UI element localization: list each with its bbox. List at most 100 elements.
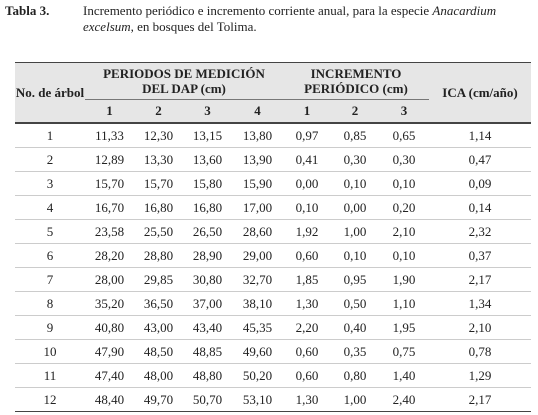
table-cell: 48,50: [134, 339, 183, 364]
table-cell: 1,00: [331, 387, 379, 412]
table-cell: 0,10: [283, 195, 331, 220]
table-cell: 0,30: [331, 147, 379, 172]
table-cell: 48,80: [183, 363, 232, 388]
table-cell: 1,85: [283, 267, 331, 292]
table-cell: 49,60: [232, 339, 283, 364]
table-cell: 15,90: [232, 171, 283, 196]
table-cell: 2,17: [429, 387, 531, 412]
table-cell: 0,50: [331, 291, 379, 316]
table-cell: 28,90: [183, 243, 232, 268]
table-row: 2 12,89 13,30 13,60 13,90 0,41 0,30 0,30 0,47: [15, 147, 531, 172]
table-cell: 1,34: [429, 291, 531, 316]
table-cell: 13,30: [134, 147, 183, 172]
table-cell: 4: [15, 195, 85, 220]
table-cell: 48,00: [134, 363, 183, 388]
table-cell: 0,35: [331, 339, 379, 364]
header-period-col: 2: [134, 99, 183, 124]
table-cell: 0,78: [429, 339, 531, 364]
header-increment-col: 1: [283, 99, 331, 124]
table-cell: 0,60: [283, 243, 331, 268]
table-row: 11 47,40 48,00 48,80 50,20 0,60 0,80 1,40 1,29: [15, 363, 531, 388]
table-cell: 12: [15, 387, 85, 412]
table-cell: 40,80: [85, 315, 134, 340]
table-cell: 0,20: [379, 195, 429, 220]
table-cell: 2,40: [379, 387, 429, 412]
table-cell: 16,70: [85, 195, 134, 220]
table-cell: 7: [15, 267, 85, 292]
table-cell: 16,80: [183, 195, 232, 220]
table-cell: 1,95: [379, 315, 429, 340]
header-increment-col: 3: [379, 99, 429, 124]
table-cell: 12,89: [85, 147, 134, 172]
table-cell: 2,32: [429, 219, 531, 244]
table-cell: 45,35: [232, 315, 283, 340]
table-cell: 9: [15, 315, 85, 340]
table-cell: 38,10: [232, 291, 283, 316]
table-cell: 13,90: [232, 147, 283, 172]
header-tree: No. de árbol: [15, 62, 85, 124]
table-row: 4 16,70 16,80 16,80 17,00 0,10 0,00 0,20 0,14: [15, 195, 531, 220]
table-cell: 47,40: [85, 363, 134, 388]
table-cell: 6: [15, 243, 85, 268]
table-cell: 43,40: [183, 315, 232, 340]
data-table: No. de árbol PERIODOS DE MEDICIÓN DEL DA…: [15, 62, 531, 412]
table-cell: 2,10: [429, 315, 531, 340]
table-cell: 1,10: [379, 291, 429, 316]
species-name: Anacardium excelsum: [83, 3, 497, 34]
table-cell: 25,50: [134, 219, 183, 244]
table-cell: 0,75: [379, 339, 429, 364]
table-cell: 29,85: [134, 267, 183, 292]
table-cell: 1,00: [331, 219, 379, 244]
table-cell: 50,70: [183, 387, 232, 412]
table-cell: 0,41: [283, 147, 331, 172]
table-row: 10 47,90 48,50 48,85 49,60 0,60 0,35 0,75 0,78: [15, 339, 531, 364]
table-cell: 37,00: [183, 291, 232, 316]
table-cell: 1: [15, 123, 85, 148]
table-cell: 0,10: [379, 243, 429, 268]
table-row: 1 11,33 12,30 13,15 13,80 0,97 0,85 0,65 1,14: [15, 123, 531, 148]
table-cell: 0,60: [283, 363, 331, 388]
header-increment-col: 2: [331, 99, 379, 124]
table-cell: 28,80: [134, 243, 183, 268]
caption-text-start: Incremento periódico e incremento corrie…: [83, 3, 430, 18]
table-cell: 13,60: [183, 147, 232, 172]
table-cell: 10: [15, 339, 85, 364]
table-cell: 30,80: [183, 267, 232, 292]
table-cell: 0,10: [331, 171, 379, 196]
header-increment: INCREMENTO PERIÓDICO (cm): [283, 62, 429, 100]
table-cell: 0,09: [429, 171, 531, 196]
table-cell: 2: [15, 147, 85, 172]
table-cell: 13,80: [232, 123, 283, 148]
table-cell: 15,70: [85, 171, 134, 196]
table-cell: 50,20: [232, 363, 283, 388]
table-cell: 13,15: [183, 123, 232, 148]
table-cell: 16,80: [134, 195, 183, 220]
table-cell: 1,29: [429, 363, 531, 388]
table-cell: 1,90: [379, 267, 429, 292]
table-row: 5 23,58 25,50 26,50 28,60 1,92 1,00 2,10 2,32: [15, 219, 531, 244]
table-cell: 0,10: [331, 243, 379, 268]
table-row: 9 40,80 43,00 43,40 45,35 2,20 0,40 1,95 2,10: [15, 315, 531, 340]
table-cell: 2,17: [429, 267, 531, 292]
table-row: 3 15,70 15,70 15,80 15,90 0,00 0,10 0,10 0,09: [15, 171, 531, 196]
table-cell: 26,50: [183, 219, 232, 244]
table-cell: 53,10: [232, 387, 283, 412]
table-cell: 8: [15, 291, 85, 316]
table-cell: 0,40: [331, 315, 379, 340]
table-cell: 1,40: [379, 363, 429, 388]
caption-text: Incremento periódico e incremento corrie…: [83, 3, 523, 35]
table-cell: 1,30: [283, 387, 331, 412]
table-cell: 0,00: [331, 195, 379, 220]
table-cell: 43,00: [134, 315, 183, 340]
table-cell: 11,33: [85, 123, 134, 148]
table-cell: 0,97: [283, 123, 331, 148]
table-header: No. de árbol PERIODOS DE MEDICIÓN DEL DA…: [15, 62, 531, 124]
table-cell: 48,85: [183, 339, 232, 364]
table-cell: 32,70: [232, 267, 283, 292]
table-cell: 2,10: [379, 219, 429, 244]
table-cell: 17,00: [232, 195, 283, 220]
caption-text-end: , en bosques del Tolima.: [130, 19, 257, 34]
table-cell: 0,30: [379, 147, 429, 172]
table-cell: 35,20: [85, 291, 134, 316]
table-cell: 0,65: [379, 123, 429, 148]
